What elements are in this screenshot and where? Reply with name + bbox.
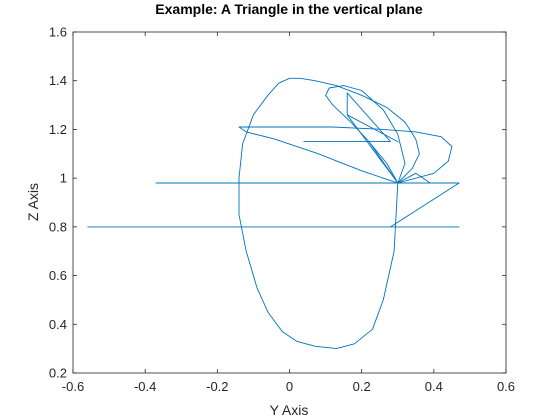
x-axis-label: Y Axis	[270, 402, 309, 418]
x-tick-label: -0.2	[206, 379, 228, 394]
series-line-2	[238, 126, 453, 184]
x-axis: -0.6 -0.4 -0.2 0 0.2 0.4 0.6	[62, 32, 515, 394]
series-line-1	[87, 92, 460, 228]
x-tick-label: 0.6	[497, 379, 515, 394]
x-tick-label: -0.4	[134, 379, 156, 394]
y-tick-label: 1.6	[49, 25, 67, 40]
x-tick-label: 0	[286, 379, 293, 394]
y-tick-label: 0.6	[49, 268, 67, 283]
series-line-3	[238, 77, 420, 350]
y-tick-label: 0.2	[49, 366, 67, 381]
series-layer	[87, 77, 460, 350]
series-line-4	[325, 85, 406, 184]
y-tick-label: 0.4	[49, 317, 67, 332]
y-tick-label: 0.8	[49, 219, 67, 234]
x-tick-label: 0.4	[425, 379, 443, 394]
plot-area	[72, 31, 507, 374]
y-tick-label: 1.4	[49, 73, 67, 88]
x-tick-label: -0.6	[62, 379, 84, 394]
y-axis: 0.2 0.4 0.6 0.8 1 1.2 1.4 1.6	[49, 25, 506, 381]
y-tick-label: 1	[60, 171, 67, 186]
x-tick-label: 0.2	[353, 379, 371, 394]
y-axis-label: Z Axis	[25, 183, 41, 221]
chart-title: Example: A Triangle in the vertical plan…	[155, 1, 423, 17]
y-tick-label: 1.2	[49, 122, 67, 137]
